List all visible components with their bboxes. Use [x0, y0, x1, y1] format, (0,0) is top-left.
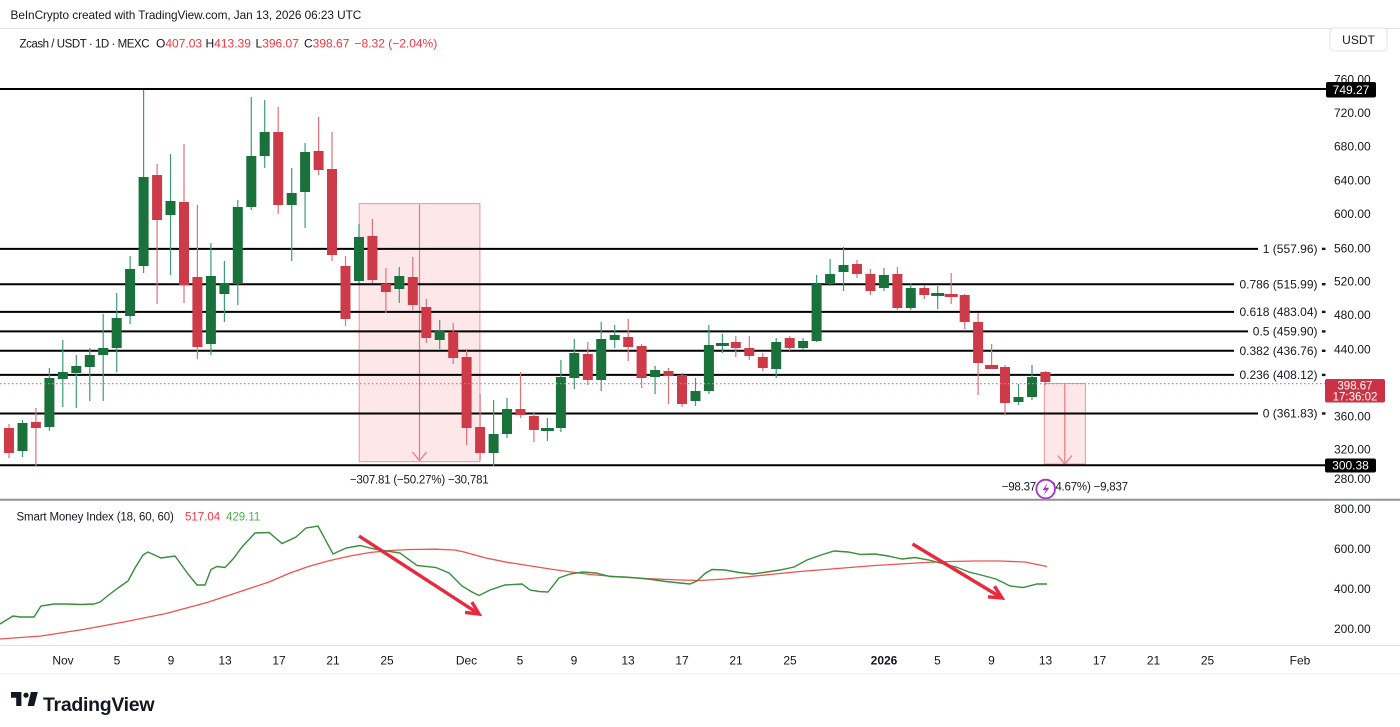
- svg-text:Smart Money Index (18, 60, 60): Smart Money Index (18, 60, 60) 517.04 429.…: [17, 512, 261, 524]
- svg-text:0.236 (408.12): 0.236 (408.12): [1239, 368, 1317, 382]
- svg-text:398.67: 398.67: [1337, 381, 1372, 393]
- svg-text:17:36:02: 17:36:02: [1333, 392, 1378, 404]
- svg-text:21: 21: [1147, 654, 1161, 668]
- svg-text:640.00: 640.00: [1334, 173, 1371, 187]
- svg-text:21: 21: [729, 654, 743, 668]
- svg-text:Feb: Feb: [1290, 654, 1311, 668]
- svg-text:0 (361.83): 0 (361.83): [1263, 407, 1318, 421]
- svg-text:5: 5: [114, 654, 121, 668]
- svg-text:13: 13: [218, 654, 232, 668]
- svg-text:13: 13: [1039, 654, 1053, 668]
- svg-text:0.786 (515.99): 0.786 (515.99): [1239, 277, 1317, 291]
- svg-text:600.00: 600.00: [1334, 207, 1371, 221]
- svg-text:360.00: 360.00: [1334, 410, 1371, 424]
- svg-text:480.00: 480.00: [1334, 308, 1371, 322]
- svg-text:17: 17: [1093, 654, 1107, 668]
- svg-text:21: 21: [326, 654, 340, 668]
- svg-text:0.618 (483.04): 0.618 (483.04): [1239, 305, 1317, 319]
- svg-text:0.5 (459.90): 0.5 (459.90): [1253, 325, 1318, 339]
- svg-text:25: 25: [783, 654, 797, 668]
- svg-text:−307.81 (−50.27%) −30,781: −307.81 (−50.27%) −30,781: [350, 475, 489, 487]
- svg-text:280.00: 280.00: [1334, 472, 1371, 486]
- svg-text:800.00: 800.00: [1334, 502, 1371, 516]
- svg-text:440.00: 440.00: [1334, 343, 1371, 357]
- svg-text:5: 5: [934, 654, 941, 668]
- svg-text:600.00: 600.00: [1334, 542, 1371, 556]
- svg-text:749.27: 749.27: [1333, 83, 1370, 97]
- svg-text:9: 9: [988, 654, 995, 668]
- svg-text:13: 13: [621, 654, 635, 668]
- svg-text:0.382 (436.76): 0.382 (436.76): [1239, 344, 1317, 358]
- svg-text:560.00: 560.00: [1334, 241, 1371, 255]
- svg-text:25: 25: [1201, 654, 1215, 668]
- svg-text:9: 9: [571, 654, 578, 668]
- svg-text:Nov: Nov: [52, 654, 73, 668]
- svg-text:TradingView: TradingView: [43, 694, 155, 716]
- svg-text:1 (557.96): 1 (557.96): [1263, 242, 1318, 256]
- svg-text:Dec: Dec: [456, 654, 477, 668]
- svg-text:5: 5: [517, 654, 524, 668]
- svg-text:680.00: 680.00: [1334, 140, 1371, 154]
- svg-text:520.00: 520.00: [1334, 274, 1371, 288]
- svg-text:−98.37 (−24.67%) −9,837: −98.37 (−24.67%) −9,837: [1002, 482, 1128, 494]
- svg-text:2026: 2026: [871, 654, 898, 668]
- svg-text:9: 9: [168, 654, 175, 668]
- svg-text:200.00: 200.00: [1334, 622, 1371, 636]
- svg-text:720.00: 720.00: [1334, 106, 1371, 120]
- svg-text:17: 17: [675, 654, 689, 668]
- svg-text:300.38: 300.38: [1332, 459, 1369, 473]
- svg-text:BeInCrypto created with Tradin: BeInCrypto created with TradingView.com,…: [11, 8, 362, 22]
- svg-text:400.00: 400.00: [1334, 582, 1371, 596]
- svg-text:25: 25: [380, 654, 394, 668]
- svg-text:320.00: 320.00: [1334, 443, 1371, 457]
- svg-text:17: 17: [272, 654, 286, 668]
- svg-text:USDT: USDT: [1342, 33, 1375, 47]
